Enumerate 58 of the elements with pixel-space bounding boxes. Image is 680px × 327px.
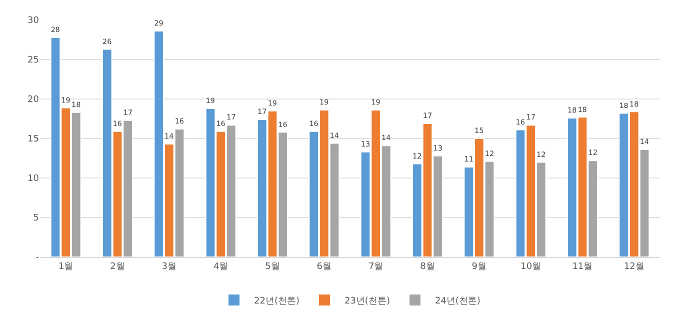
x-tick-label: 12월 — [624, 262, 644, 272]
data-label: 18 — [630, 99, 640, 108]
data-label: 17 — [526, 112, 536, 122]
data-label: 16 — [516, 117, 526, 126]
x-tick-label: 11월 — [572, 262, 593, 272]
data-label: 14 — [164, 132, 174, 141]
x-tick-label: 9월 — [472, 262, 487, 272]
data-label: 19 — [320, 98, 330, 107]
data-label: 16 — [278, 120, 288, 129]
data-label: 16 — [174, 116, 184, 126]
y-tick-label: 30 — [28, 16, 40, 26]
legend-label: 22년(천톤) — [254, 296, 300, 306]
data-label: 28 — [50, 25, 60, 34]
y-tick-label: 10 — [28, 174, 40, 184]
data-label: 13 — [433, 143, 443, 152]
data-label: 11 — [464, 154, 474, 164]
x-tick-label: 8월 — [420, 262, 435, 272]
data-label: 19 — [268, 98, 278, 108]
data-label: 19 — [206, 96, 216, 106]
y-tick-label: 25 — [28, 56, 39, 66]
data-label: 17 — [226, 112, 236, 122]
x-tick-label: 3월 — [162, 262, 177, 272]
data-label: 14 — [382, 133, 392, 142]
data-label: 26 — [102, 36, 112, 46]
data-label: 16 — [112, 119, 122, 128]
data-label: 16 — [309, 119, 319, 128]
x-tick-label: 6월 — [316, 262, 332, 272]
x-tick-label: 7월 — [368, 262, 384, 272]
data-label: 17 — [123, 108, 133, 117]
data-label: 16 — [216, 119, 226, 128]
data-label: 18 — [578, 104, 588, 114]
data-label: 29 — [154, 18, 164, 28]
data-label: 12 — [536, 150, 546, 159]
data-label: 17 — [422, 111, 432, 120]
data-label: 13 — [360, 139, 370, 148]
data-label: 19 — [371, 98, 381, 107]
x-tick-label: 2월 — [110, 262, 125, 272]
y-tick-label: 20 — [28, 95, 40, 106]
x-tick-label: 10월 — [520, 262, 542, 272]
x-tick-label: 4월 — [213, 262, 228, 272]
y-tick-label: - — [36, 253, 39, 264]
data-label: 15 — [474, 126, 484, 136]
data-label: 12 — [588, 148, 598, 158]
x-tick-label: 5월 — [265, 262, 280, 272]
data-label: 12 — [412, 151, 422, 160]
x-tick-label: 1월 — [58, 262, 74, 272]
y-tick-label: 15 — [28, 134, 39, 145]
data-label: 14 — [640, 137, 650, 146]
legend-label: 24년(천톤) — [434, 296, 480, 306]
data-label: 18 — [619, 100, 629, 110]
data-label: 12 — [484, 148, 494, 158]
data-label: 18 — [568, 106, 578, 115]
y-tick-label: 5 — [33, 214, 39, 224]
data-label: 18 — [72, 100, 82, 110]
data-label: 14 — [330, 130, 340, 140]
legend-label: 23년(천톤) — [344, 296, 390, 306]
data-label: 17 — [258, 107, 268, 116]
data-label: 19 — [61, 95, 71, 104]
